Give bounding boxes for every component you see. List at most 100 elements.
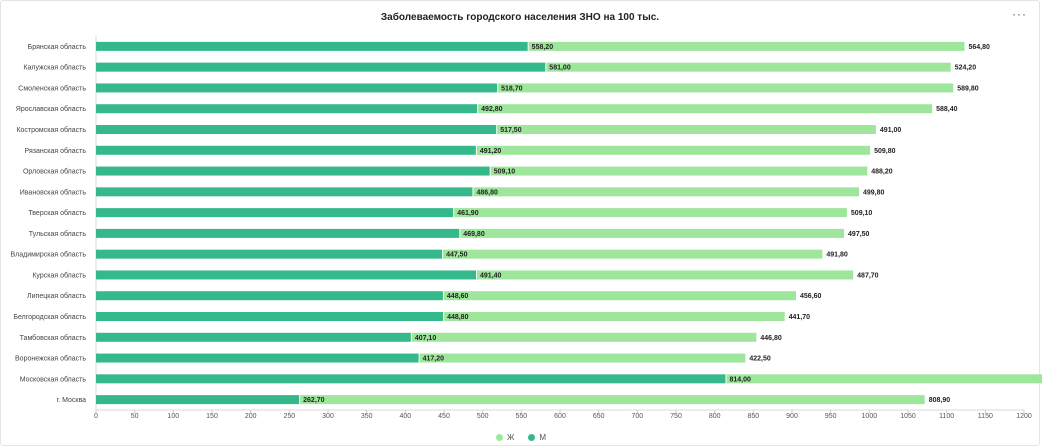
x-tick-label: 100 — [167, 413, 179, 420]
bar-m — [96, 145, 476, 155]
legend-item-zh[interactable]: Ж — [495, 433, 515, 442]
bar-zh — [546, 62, 951, 72]
value-label-zh: 441,70 — [789, 314, 811, 321]
bar-m — [96, 62, 546, 72]
bar-m — [96, 208, 454, 218]
bar-m — [96, 166, 490, 176]
value-label-m: 407,10 — [415, 335, 437, 342]
bar-zh — [498, 83, 954, 93]
value-label-zh: 497,50 — [848, 231, 870, 238]
bar-m — [96, 228, 460, 238]
chart-title: Заболеваемость городского населения ЗНО … — [380, 12, 660, 23]
value-label-m: 814,00 — [729, 376, 751, 383]
bar-zh — [528, 41, 965, 51]
bar-zh — [478, 104, 933, 114]
value-label-m: 491,40 — [480, 272, 502, 279]
x-tick-label: 750 — [670, 413, 682, 420]
x-tick-label: 1050 — [900, 413, 916, 420]
category-label: Липецкая область — [27, 292, 86, 300]
category-label: Тверская область — [28, 209, 86, 217]
x-tick-label: 700 — [631, 413, 643, 420]
x-tick-label: 850 — [747, 413, 759, 420]
x-tick-label: 600 — [554, 413, 566, 420]
x-tick-label: 50 — [131, 413, 139, 420]
legend-item-m[interactable]: М — [528, 433, 546, 442]
category-label: Белгородская область — [13, 313, 86, 321]
value-label-m: 448,60 — [447, 293, 469, 300]
x-tick-label: 1200 — [1016, 413, 1032, 420]
bar-m — [96, 125, 497, 134]
x-tick-label: 300 — [322, 413, 334, 420]
legend-swatch-zh — [495, 434, 503, 441]
bar-zh — [476, 145, 871, 155]
category-label: Курская область — [32, 271, 86, 279]
x-tick-label: 500 — [477, 413, 489, 420]
bar-m — [96, 104, 478, 114]
value-label-m: 517,50 — [500, 127, 522, 134]
value-label-m: 417,20 — [423, 356, 445, 363]
x-tick-label: 1000 — [862, 413, 878, 420]
value-label-zh: 491,80 — [826, 252, 848, 259]
category-label: Тамбовская область — [20, 334, 87, 342]
x-tick-label: 0 — [94, 413, 98, 420]
bar-zh — [419, 353, 746, 363]
value-label-zh: 509,80 — [874, 148, 896, 155]
x-tick-label: 900 — [786, 413, 798, 420]
legend-label-zh: Ж — [506, 433, 515, 442]
legend-label-m: М — [539, 433, 547, 442]
x-tick-label: 1150 — [978, 413, 993, 420]
bar-zh — [490, 166, 868, 176]
value-label-m: 448,80 — [447, 314, 469, 321]
bar-m — [96, 395, 300, 405]
bar-m — [96, 41, 528, 51]
bar-zh — [444, 312, 785, 321]
bar-m — [96, 187, 473, 197]
category-label: Воронежская область — [15, 355, 86, 363]
bar-m — [96, 291, 443, 301]
category-label: Владимирская область — [10, 251, 86, 259]
value-label-zh: 456,60 — [800, 293, 822, 300]
value-label-zh: 491,00 — [880, 127, 902, 134]
x-tick-label: 800 — [709, 413, 721, 420]
x-tick-label: 400 — [399, 413, 411, 420]
bar-m — [96, 83, 498, 93]
bar-m — [96, 249, 443, 259]
value-label-m: 509,10 — [494, 169, 516, 176]
category-label: Калужская область — [23, 64, 86, 72]
value-label-m: 486,80 — [476, 189, 498, 196]
x-tick-label: 250 — [283, 413, 295, 420]
value-label-m: 518,70 — [501, 85, 523, 92]
category-label: Московская область — [20, 375, 87, 383]
x-tick-label: 950 — [825, 413, 837, 420]
bar-m — [96, 374, 726, 384]
value-label-zh: 524,20 — [955, 65, 977, 72]
more-options-icon[interactable]: ··· — [1012, 7, 1027, 21]
x-tick-label: 200 — [245, 413, 257, 420]
bar-zh — [477, 270, 854, 280]
value-label-zh: 509,10 — [851, 210, 873, 217]
value-label-zh: 564,80 — [968, 44, 990, 51]
value-label-m: 461,90 — [457, 210, 479, 217]
bar-zh — [300, 395, 925, 405]
value-label-zh: 499,80 — [863, 189, 885, 196]
bar-zh — [473, 187, 859, 197]
x-tick-label: 150 — [206, 413, 218, 420]
bar-zh — [443, 249, 823, 259]
category-label: Костромская область — [16, 126, 86, 134]
bar-zh — [443, 291, 797, 301]
x-tick-label: 450 — [438, 413, 450, 420]
value-label-m: 447,50 — [446, 252, 468, 259]
x-tick-label: 650 — [593, 413, 605, 420]
value-label-m: 491,20 — [480, 148, 502, 155]
legend-swatch-m — [528, 434, 536, 441]
bar-zh — [726, 374, 1042, 384]
value-label-m: 469,80 — [463, 231, 485, 238]
value-label-m: 262,70 — [303, 397, 325, 404]
bar-zh — [454, 208, 847, 218]
category-label: Орловская область — [23, 168, 86, 176]
bar-zh — [460, 228, 845, 238]
value-label-m: 492,80 — [481, 106, 503, 113]
category-label: Тульская область — [29, 230, 87, 238]
